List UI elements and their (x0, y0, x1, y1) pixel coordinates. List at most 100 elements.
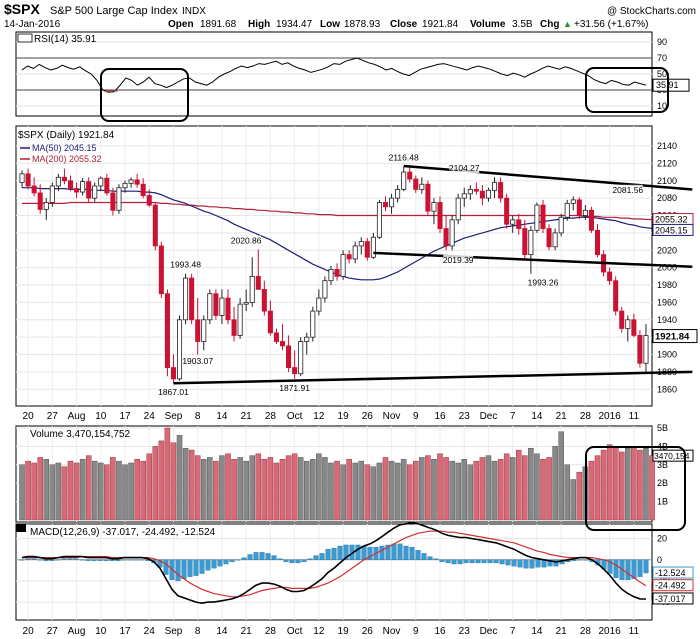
candlestick (140, 183, 146, 196)
ma50-value-box (652, 223, 694, 236)
index-name: S&P 500 Large Cap Index (50, 5, 178, 17)
high-label: High (248, 19, 270, 30)
volume-bar (618, 451, 625, 521)
macd-histogram-bar (133, 559, 139, 561)
trend-line (403, 164, 693, 191)
candlestick (255, 275, 261, 290)
price-annotation: 1867.01 (158, 387, 189, 397)
candlestick (467, 189, 473, 195)
candlestick (61, 176, 67, 182)
macd-histogram-bar (235, 559, 241, 561)
x-tick-label: 17 (119, 411, 131, 422)
volume-bar (406, 464, 413, 521)
volume-bar (237, 457, 243, 521)
macd-histogram-bar (529, 559, 535, 569)
x-tick-label: 26 (362, 626, 374, 637)
price-annotation: 1903.07 (182, 356, 213, 366)
x-tick-label: 8 (195, 411, 201, 422)
volume-bar (649, 455, 655, 521)
candlestick (582, 209, 588, 216)
candlestick (183, 277, 189, 321)
macd-histogram-bar (361, 545, 367, 560)
x-tick-label: 26 (362, 411, 374, 422)
rsi-tick-label: 70 (657, 53, 667, 63)
volume-bar (612, 446, 619, 521)
volume-bar (249, 455, 255, 521)
macd-histogram-bar (403, 545, 409, 560)
macd-histogram-bar (553, 559, 559, 567)
candlestick (540, 204, 546, 229)
volume-bar (243, 460, 249, 521)
macd-histogram-bar (421, 553, 427, 560)
macd-histogram-bar (97, 559, 103, 561)
candlestick (213, 293, 219, 316)
candlestick (243, 302, 249, 305)
volume-bar (419, 457, 425, 521)
macd-histogram-bar (127, 559, 133, 561)
candlestick (395, 189, 401, 199)
volume-bar (49, 464, 56, 521)
candlestick (401, 171, 407, 190)
macd-histogram-bar (217, 559, 223, 567)
last-price-box (652, 329, 698, 344)
x-tick-label: 20 (23, 411, 35, 422)
rsi-value-box (652, 78, 690, 92)
candlestick (322, 280, 328, 299)
volume-bar (104, 464, 110, 521)
volume-bar (540, 459, 546, 521)
candlestick (164, 293, 170, 368)
volume-bar (98, 462, 104, 521)
volume-bar (479, 457, 486, 521)
volume-bar (606, 444, 613, 521)
macd-tick-label: 0 (657, 555, 662, 565)
candlestick (298, 341, 304, 375)
price-annotation: 2104.27 (449, 163, 480, 173)
macd-histogram-bar (397, 543, 403, 560)
macd-histogram-bar (613, 559, 619, 578)
macd-histogram-bar (493, 559, 499, 564)
ma50-legend-label: MA(50) 2045.15 (32, 143, 97, 153)
macd-histogram-bar (469, 559, 475, 564)
price-tick-label: 2100 (657, 176, 677, 186)
up-arrow-icon: ▲ (563, 19, 572, 29)
volume-bar (267, 457, 274, 521)
macd-histogram-bar (43, 559, 49, 561)
volume-label: Volume (470, 19, 506, 30)
volume-bar (25, 460, 31, 521)
volume-bar (152, 446, 159, 521)
volume-bar (176, 435, 183, 521)
candlestick (134, 179, 140, 185)
macd-histogram-bar (73, 558, 79, 560)
macd-histogram-bar (187, 559, 193, 577)
candlestick (534, 204, 540, 231)
x-tick-label: 28 (580, 411, 592, 422)
volume-bar (600, 449, 607, 521)
candlestick (328, 268, 334, 282)
open-label: Open (168, 19, 194, 30)
x-tick-label: 11 (629, 626, 640, 637)
candlestick (546, 228, 552, 248)
rsi-tick-label: 50 (657, 69, 667, 79)
volume-bar (310, 459, 316, 521)
volume-bar (443, 457, 449, 521)
macd-histogram-bar (31, 558, 37, 560)
x-tick-label: 10 (95, 626, 107, 637)
macd-histogram-bar (355, 544, 361, 560)
macd-histogram-bar (433, 558, 439, 560)
x-tick-label: 19 (338, 411, 350, 422)
volume-bar (73, 462, 80, 521)
candlestick (564, 202, 570, 218)
volume-bar (91, 460, 98, 521)
candlestick (498, 182, 504, 199)
volume-bar (576, 471, 583, 521)
macd-histogram-bar (583, 559, 589, 561)
macd-histogram-bar (487, 559, 493, 564)
volume-bar (219, 455, 225, 521)
trend-line (373, 251, 693, 269)
candlestick (201, 319, 207, 342)
volume-bar (85, 455, 92, 521)
chart-layers: 907050301035.912140212021002080206020402… (16, 37, 698, 637)
close-value: 1921.84 (422, 19, 459, 30)
macd-histogram-bar (199, 559, 205, 574)
price-annotation: 1871.91 (279, 383, 310, 393)
